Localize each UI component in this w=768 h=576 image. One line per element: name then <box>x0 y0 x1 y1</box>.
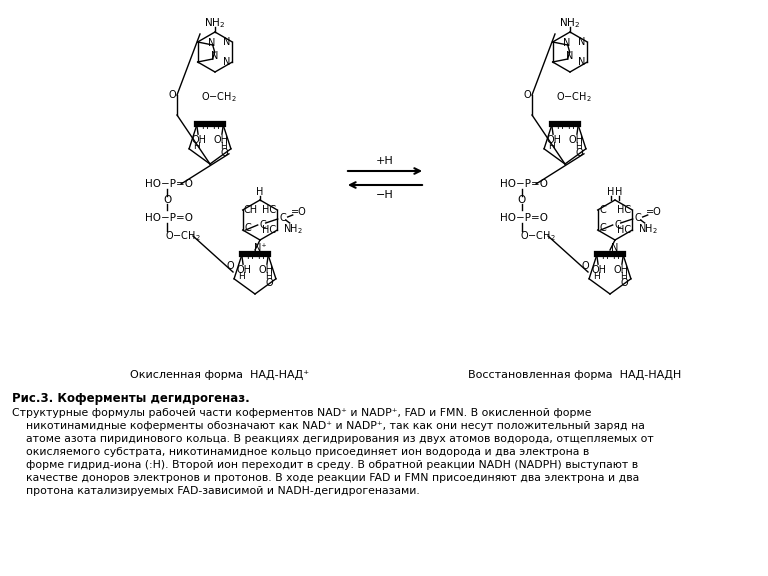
Text: OH: OH <box>191 135 207 145</box>
Text: H: H <box>556 122 562 131</box>
Text: H: H <box>621 272 627 281</box>
Text: Структурные формулы рабочей части коферментов NAD⁺ и NADP⁺, FAD и FMN. В окислен: Структурные формулы рабочей части коферм… <box>12 408 591 418</box>
Text: O: O <box>621 278 628 289</box>
Text: Рис.3. Коферменты дегидрогеназ.: Рис.3. Коферменты дегидрогеназ. <box>12 392 250 405</box>
Text: OH: OH <box>568 135 584 145</box>
Text: никотинамидные коферменты обозначают как NAD⁺ и NADP⁺, так как они несут положит: никотинамидные коферменты обозначают как… <box>12 421 645 431</box>
Text: HC: HC <box>617 205 631 215</box>
Text: протона катализируемых FAD-зависимой и NADH-дегидрогеназами.: протона катализируемых FAD-зависимой и N… <box>12 486 420 496</box>
Text: HO−P=O: HO−P=O <box>500 213 548 223</box>
Text: −H: −H <box>376 190 394 200</box>
Text: C: C <box>260 220 266 230</box>
Text: H: H <box>568 122 574 131</box>
Text: N: N <box>578 37 585 47</box>
Text: форме гидрид-иона (:H). Второй ион переходит в среду. В обратной реакции NADH (N: форме гидрид-иона (:H). Второй ион перех… <box>12 460 638 470</box>
Text: O−CH$_2$: O−CH$_2$ <box>165 229 200 243</box>
Text: O: O <box>168 90 176 100</box>
Text: N: N <box>611 243 619 253</box>
Text: атоме азота пиридинового кольца. В реакциях дегидрирования из двух атомов водоро: атоме азота пиридинового кольца. В реакц… <box>12 434 654 444</box>
Text: H: H <box>200 122 207 131</box>
Text: OH: OH <box>214 135 228 145</box>
Text: H: H <box>257 187 263 197</box>
Text: H: H <box>257 252 264 261</box>
Text: NH$_2$: NH$_2$ <box>637 222 657 236</box>
Text: окисляемого субстрата, никотинамидное кольцо присоединяет ион водорода и два эле: окисляемого субстрата, никотинамидное ко… <box>12 447 589 457</box>
Text: C: C <box>599 223 606 233</box>
Text: C: C <box>614 220 621 230</box>
Text: H: H <box>601 252 607 261</box>
Text: качестве доноров электронов и протонов. В ходе реакции FAD и FMN присоединяют дв: качестве доноров электронов и протонов. … <box>12 473 639 483</box>
Text: +H: +H <box>376 156 394 166</box>
Text: N: N <box>223 37 230 47</box>
Text: $\mathregular{C}$: $\mathregular{C}$ <box>279 211 286 223</box>
Text: HC: HC <box>262 225 276 235</box>
Text: O: O <box>581 261 589 271</box>
Text: H: H <box>220 142 227 151</box>
Text: O: O <box>518 195 526 205</box>
Text: OH: OH <box>258 265 273 275</box>
Text: H: H <box>193 142 200 151</box>
Text: O: O <box>576 149 583 158</box>
Text: CH: CH <box>243 205 258 215</box>
Text: Восстановленная форма  НАД-НАДН: Восстановленная форма НАД-НАДН <box>468 370 682 380</box>
Text: N: N <box>566 51 574 61</box>
Text: C: C <box>599 205 606 215</box>
Text: O: O <box>227 261 233 271</box>
Text: H: H <box>607 187 614 197</box>
Text: H: H <box>266 272 273 281</box>
Text: H: H <box>213 122 220 131</box>
Text: =O: =O <box>291 207 306 217</box>
Text: H: H <box>615 187 623 197</box>
Text: N⁺: N⁺ <box>253 243 266 253</box>
Text: H: H <box>238 272 244 281</box>
Text: H: H <box>613 252 619 261</box>
Text: HO−P=O: HO−P=O <box>500 179 548 189</box>
Text: HC: HC <box>617 225 631 235</box>
Text: N: N <box>563 38 571 48</box>
Text: NH$_2$: NH$_2$ <box>559 16 581 30</box>
Text: H: H <box>575 142 582 151</box>
Text: O−CH$_2$: O−CH$_2$ <box>520 229 555 243</box>
Text: O: O <box>266 278 273 289</box>
Text: NH$_2$: NH$_2$ <box>283 222 303 236</box>
Text: N: N <box>211 51 218 61</box>
Text: OH: OH <box>614 265 628 275</box>
Text: O: O <box>163 195 171 205</box>
Text: N: N <box>578 57 585 67</box>
Text: OH: OH <box>591 265 607 275</box>
Text: H: H <box>548 142 554 151</box>
Text: O: O <box>220 149 228 158</box>
Text: O: O <box>523 90 531 100</box>
Text: Окисленная форма  НАД-НАД⁺: Окисленная форма НАД-НАД⁺ <box>131 370 310 380</box>
Text: HO−P=O: HO−P=O <box>145 179 193 189</box>
Text: HO−P=O: HO−P=O <box>145 213 193 223</box>
Text: NH$_2$: NH$_2$ <box>204 16 226 30</box>
Text: N: N <box>208 38 216 48</box>
Text: H: H <box>593 272 600 281</box>
Text: H: H <box>246 252 253 261</box>
Text: $\mathregular{C}$: $\mathregular{C}$ <box>634 211 642 223</box>
Text: C: C <box>244 223 251 233</box>
Text: =O: =O <box>646 207 661 217</box>
Text: O−CH$_2$: O−CH$_2$ <box>201 90 237 104</box>
Text: O−CH$_2$: O−CH$_2$ <box>556 90 591 104</box>
Text: N: N <box>223 57 230 67</box>
Text: OH: OH <box>237 265 252 275</box>
Text: OH: OH <box>547 135 561 145</box>
Text: HC: HC <box>262 205 276 215</box>
